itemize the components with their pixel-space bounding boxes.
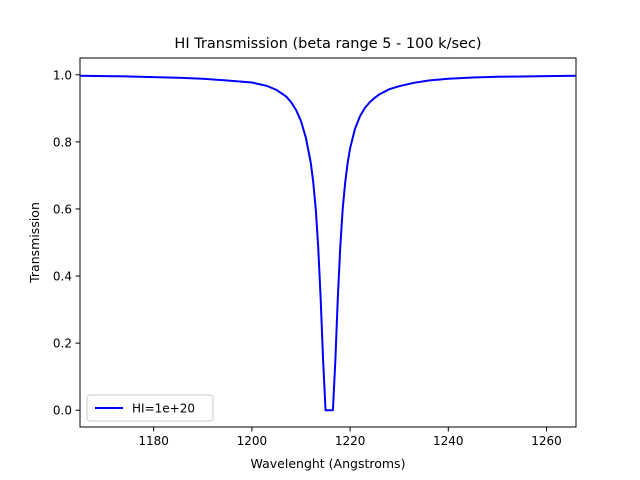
x-tick-label: 1220 xyxy=(335,434,366,448)
plot-frame xyxy=(79,57,577,428)
y-tick-label: 0.0 xyxy=(53,404,72,418)
x-tick-label: 1180 xyxy=(138,434,169,448)
y-tick-label: 0.4 xyxy=(53,270,72,284)
y-tick-label: 0.2 xyxy=(53,337,72,351)
y-axis-label: Transmission xyxy=(27,202,42,284)
x-axis-label: Wavelenght (Angstroms) xyxy=(251,456,406,471)
y-tick-label: 0.6 xyxy=(53,202,72,216)
legend: HI=1e+20 xyxy=(86,394,214,422)
series-layer xyxy=(79,74,577,412)
legend-box xyxy=(86,394,214,422)
x-axis-ticks: 1180 1200 1220 1240 1260 xyxy=(138,427,562,448)
y-tick-label: 1.0 xyxy=(53,68,72,82)
x-tick-label: 1260 xyxy=(531,434,562,448)
chart-title: HI Transmission (beta range 5 - 100 k/se… xyxy=(174,36,481,52)
series-line-hi xyxy=(79,74,577,412)
y-axis-ticks: 0.0 0.2 0.4 0.6 0.8 1.0 xyxy=(53,68,80,418)
x-tick-label: 1200 xyxy=(237,434,268,448)
x-tick-label: 1240 xyxy=(433,434,464,448)
y-tick-label: 0.8 xyxy=(53,135,72,149)
legend-label: HI=1e+20 xyxy=(132,402,195,416)
